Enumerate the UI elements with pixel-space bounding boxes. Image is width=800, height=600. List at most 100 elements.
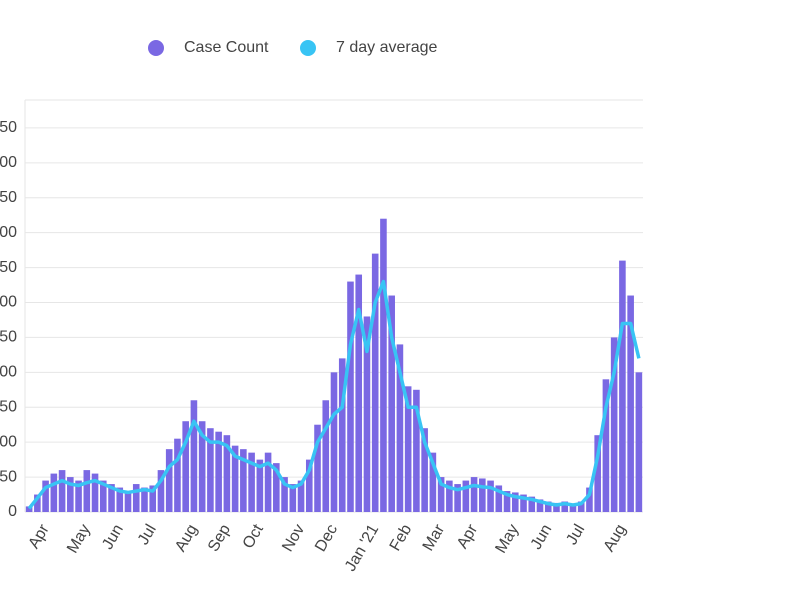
bar — [223, 435, 231, 512]
bar — [215, 431, 222, 512]
bar — [627, 295, 634, 512]
legend-label: 7 day average — [336, 39, 438, 56]
y-tick-label: 250 — [0, 329, 17, 346]
bar — [536, 499, 544, 512]
bar — [487, 480, 494, 512]
bar — [437, 477, 445, 512]
bar — [314, 424, 321, 512]
x-tick-label: Aug — [601, 522, 630, 555]
bar — [256, 459, 264, 512]
bar — [520, 494, 527, 512]
bar — [561, 501, 569, 512]
x-tick-label: Apr — [26, 521, 54, 552]
legend-swatch — [148, 40, 164, 56]
bar — [528, 496, 536, 512]
bar — [25, 506, 33, 512]
y-tick-label: 550 — [0, 119, 17, 136]
bar — [511, 492, 519, 512]
bar — [470, 477, 478, 512]
bar — [610, 337, 618, 512]
bar — [67, 477, 74, 512]
bar — [569, 503, 577, 512]
x-tick-label: Mar — [420, 521, 449, 554]
bar — [396, 344, 404, 512]
bar — [421, 428, 428, 512]
bar — [635, 372, 643, 512]
x-tick-label: May — [64, 522, 94, 557]
bar — [338, 358, 346, 512]
y-tick-label: 0 — [8, 503, 17, 520]
bar — [297, 480, 305, 512]
bar — [577, 501, 585, 512]
bar — [454, 484, 461, 512]
x-tick-label: Dec — [312, 522, 341, 555]
bar — [330, 372, 338, 512]
y-tick-label: 500 — [0, 154, 17, 171]
bar — [544, 501, 552, 512]
x-tick-label: Jan '21 — [342, 522, 382, 575]
y-tick-label: 100 — [0, 433, 17, 450]
bar — [553, 502, 560, 512]
bar — [198, 421, 206, 512]
bar — [322, 400, 330, 512]
bar — [264, 452, 272, 512]
bar — [58, 470, 66, 512]
bar — [165, 449, 173, 512]
bar — [231, 445, 239, 512]
average-line — [27, 279, 641, 510]
bar — [182, 421, 189, 512]
bar — [602, 379, 610, 512]
x-tick-label: Aug — [172, 522, 201, 555]
bar — [108, 484, 115, 512]
bar — [157, 470, 165, 512]
bar — [124, 491, 132, 512]
bar — [404, 386, 412, 512]
bar — [380, 218, 387, 513]
bar — [75, 480, 82, 512]
bar — [479, 478, 486, 512]
y-tick-label: 450 — [0, 189, 17, 206]
bar — [42, 480, 49, 512]
bar — [503, 491, 511, 512]
bar — [174, 438, 181, 512]
bar — [289, 484, 297, 512]
bar — [594, 435, 601, 512]
x-tick-label: Jul — [563, 522, 588, 548]
bar — [495, 485, 503, 512]
bar — [281, 477, 288, 512]
bar — [190, 400, 198, 512]
y-tick-label: 150 — [0, 398, 17, 415]
y-tick-label: 200 — [0, 364, 17, 381]
bar — [429, 452, 437, 512]
bar — [273, 463, 280, 512]
y-tick-label: 350 — [0, 259, 17, 276]
bar — [207, 428, 214, 512]
legend: Case Count 7 day average — [148, 39, 438, 56]
y-tick-label: 300 — [0, 294, 17, 311]
x-tick-label: Jun — [99, 522, 127, 553]
bar — [240, 449, 247, 512]
bar — [413, 389, 420, 512]
y-tick-label: 400 — [0, 224, 17, 241]
bar — [388, 295, 395, 512]
bar — [305, 459, 313, 512]
x-tick-label: Sep — [205, 522, 234, 555]
bar — [446, 480, 453, 512]
bar — [50, 473, 58, 512]
legend-label: Case Count — [184, 39, 269, 56]
bar — [619, 260, 626, 512]
x-tick-label: Jul — [135, 522, 160, 548]
bar — [91, 473, 99, 512]
bar — [347, 281, 354, 512]
bar — [83, 470, 91, 512]
bar — [141, 487, 148, 512]
x-tick-label: Apr — [454, 521, 482, 552]
bar — [34, 494, 41, 512]
bar — [355, 274, 363, 512]
bar — [248, 452, 255, 512]
x-tick-label: Jun — [528, 522, 556, 553]
x-tick-label: Feb — [387, 522, 416, 554]
bar — [586, 487, 593, 512]
